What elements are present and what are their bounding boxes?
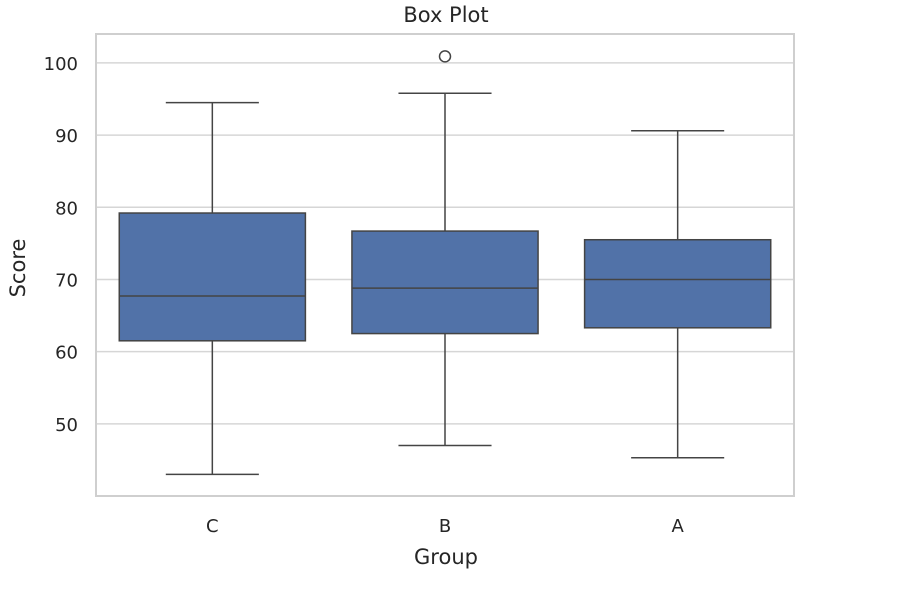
y-axis-ticks: 50 60 70 80 90 100: [44, 54, 78, 436]
x-tick-label: A: [672, 516, 685, 537]
box-B: [351, 50, 539, 447]
x-tick-label: B: [439, 516, 451, 537]
x-tick-label: C: [206, 516, 219, 537]
box-A: [583, 129, 772, 459]
y-tick-label: 60: [55, 343, 78, 364]
box-iqr: [351, 230, 539, 335]
y-tick-label: 80: [55, 198, 78, 219]
box-C: [118, 101, 307, 476]
y-tick-label: 70: [55, 270, 78, 291]
box-iqr: [583, 238, 772, 329]
y-axis-label: Score: [6, 239, 30, 298]
chart-title: Box Plot: [403, 3, 488, 27]
box-series: [118, 50, 772, 476]
y-tick-label: 90: [55, 126, 78, 147]
outlier-point: [438, 50, 452, 63]
plot-frame: [95, 33, 795, 497]
box-iqr: [118, 212, 307, 342]
y-tick-label: 50: [55, 415, 78, 436]
x-axis-label: Group: [414, 545, 478, 569]
y-tick-label: 100: [44, 54, 78, 75]
